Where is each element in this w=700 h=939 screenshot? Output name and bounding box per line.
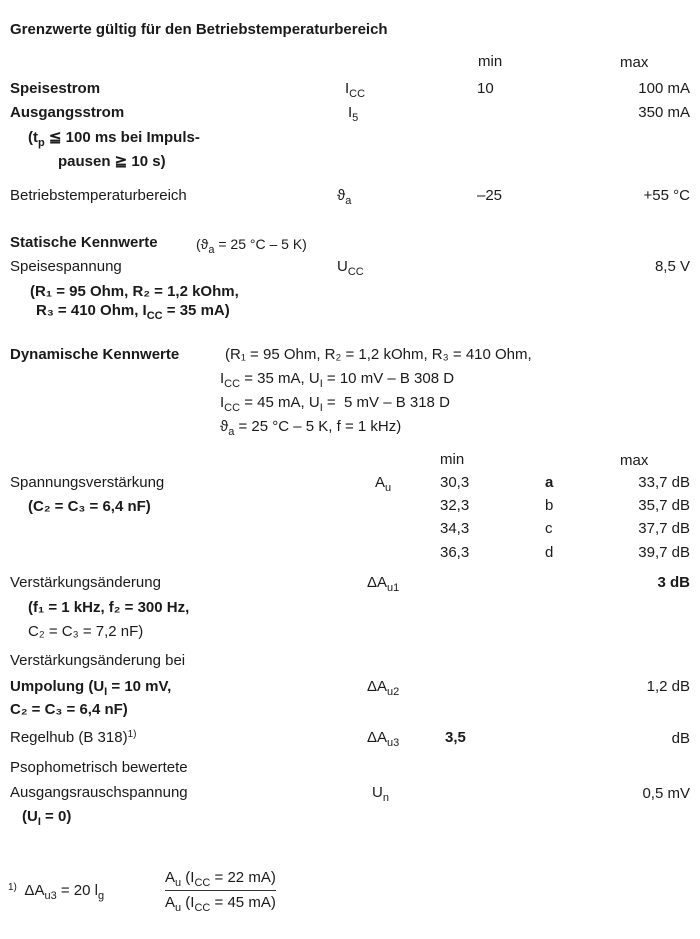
gain-max: 33,7 dB bbox=[638, 474, 690, 491]
gain-min: 36,3 bbox=[440, 544, 470, 561]
dynamic-condition: ICC = 45 mA, UI = 5 mV – B 318 D bbox=[220, 394, 450, 414]
gain-group: c bbox=[545, 520, 553, 537]
static-max: 8,5 V bbox=[654, 258, 690, 275]
control-max: dB bbox=[671, 730, 690, 747]
gain-max: 35,7 dB bbox=[638, 497, 690, 514]
gain-max: 37,7 dB bbox=[638, 520, 690, 537]
gain-change-max: 3 dB bbox=[657, 574, 690, 591]
control-min: 3,5 bbox=[445, 729, 466, 746]
static-note: R₃ = 410 Ohm, ICC = 35 mA) bbox=[36, 302, 230, 322]
limit-label: Betriebstemperaturbereich bbox=[10, 187, 187, 204]
gain-min: 30,3 bbox=[440, 474, 470, 491]
static-label: Speisespannung bbox=[10, 258, 122, 275]
limit-symbol: ϑa bbox=[337, 187, 352, 207]
limit-max: 100 mA bbox=[638, 80, 690, 97]
limit-min: 10 bbox=[477, 80, 494, 97]
limit-note: (tp ≦ 100 ms bei Impuls- bbox=[28, 129, 200, 149]
noise-note: (UI = 0) bbox=[22, 808, 72, 828]
polarity-label: Umpolung (UI = 10 mV, bbox=[10, 678, 172, 698]
noise-label: Ausgangsrauschspannung bbox=[10, 784, 188, 801]
limit-symbol: I5 bbox=[348, 104, 359, 124]
limits-col-max: max bbox=[620, 54, 649, 71]
footnote-equation: 1) ΔAu3 = 20 lg bbox=[8, 882, 105, 902]
limit-symbol: ICC bbox=[345, 80, 366, 100]
limit-min: –25 bbox=[477, 187, 503, 204]
polarity-max: 1,2 dB bbox=[646, 678, 690, 695]
dynamic-col-min: min bbox=[440, 451, 465, 468]
limit-label: Ausgangsstrom bbox=[10, 104, 125, 121]
noise-label: Psophometrisch bewertete bbox=[10, 759, 188, 776]
limits-col-min: min bbox=[478, 53, 503, 70]
limits-title: Grenzwerte gültig für den Betriebstemper… bbox=[10, 21, 388, 38]
gain-change-note: (f₁ = 1 kHz, f₂ = 300 Hz, bbox=[28, 599, 190, 616]
gain-change-note: C₂ = C₃ = 7,2 nF) bbox=[28, 623, 144, 640]
dynamic-condition: ϑa = 25 °C – 5 K, f = 1 kHz) bbox=[220, 418, 402, 438]
control-symbol: ΔAu3 bbox=[367, 729, 400, 749]
dynamic-title: Dynamische Kennwerte bbox=[10, 346, 180, 363]
dynamic-condition: (R₁ = 95 Ohm, R₂ = 1,2 kOhm, R₃ = 410 Oh… bbox=[225, 346, 532, 363]
fraction-denominator: Au (ICC = 45 mA) bbox=[165, 894, 276, 914]
static-conditions: (ϑa = 25 °C – 5 K) bbox=[196, 236, 307, 256]
gain-symbol: Au bbox=[375, 474, 392, 494]
gain-group: d bbox=[545, 544, 554, 561]
polarity-label: Verstärkungsänderung bei bbox=[10, 652, 186, 669]
control-label: Regelhub (B 318)1) bbox=[10, 729, 137, 746]
limit-max: +55 °C bbox=[643, 187, 690, 204]
limit-max: 350 mA bbox=[638, 104, 690, 121]
polarity-note: C₂ = C₃ = 6,4 nF) bbox=[10, 701, 128, 718]
fraction-numerator: Au (ICC = 22 mA) bbox=[165, 869, 276, 891]
gain-min: 34,3 bbox=[440, 520, 470, 537]
dynamic-col-max: max bbox=[620, 452, 649, 469]
gain-group: a bbox=[545, 474, 554, 491]
gain-change-symbol: ΔAu1 bbox=[367, 574, 400, 594]
gain-min: 32,3 bbox=[440, 497, 470, 514]
gain-note: (C₂ = C₃ = 6,4 nF) bbox=[28, 498, 151, 515]
static-symbol: UCC bbox=[337, 258, 364, 278]
polarity-symbol: ΔAu2 bbox=[367, 678, 400, 698]
footnote-fraction: Au (ICC = 22 mA) Au (ICC = 45 mA) bbox=[165, 868, 276, 914]
noise-symbol: Un bbox=[372, 784, 389, 804]
noise-max: 0,5 mV bbox=[642, 785, 690, 802]
static-title: Statische Kennwerte bbox=[10, 234, 158, 251]
limit-note: pausen ≧ 10 s) bbox=[58, 153, 166, 170]
gain-label: Spannungsverstärkung bbox=[10, 474, 165, 491]
dynamic-condition: ICC = 35 mA, UI = 10 mV – B 308 D bbox=[220, 370, 455, 390]
limit-label: Speisestrom bbox=[10, 80, 101, 97]
gain-max: 39,7 dB bbox=[638, 544, 690, 561]
gain-group: b bbox=[545, 497, 554, 514]
static-note: (R₁ = 95 Ohm, R₂ = 1,2 kOhm, bbox=[30, 283, 239, 300]
gain-change-label: Verstärkungsänderung bbox=[10, 574, 161, 591]
